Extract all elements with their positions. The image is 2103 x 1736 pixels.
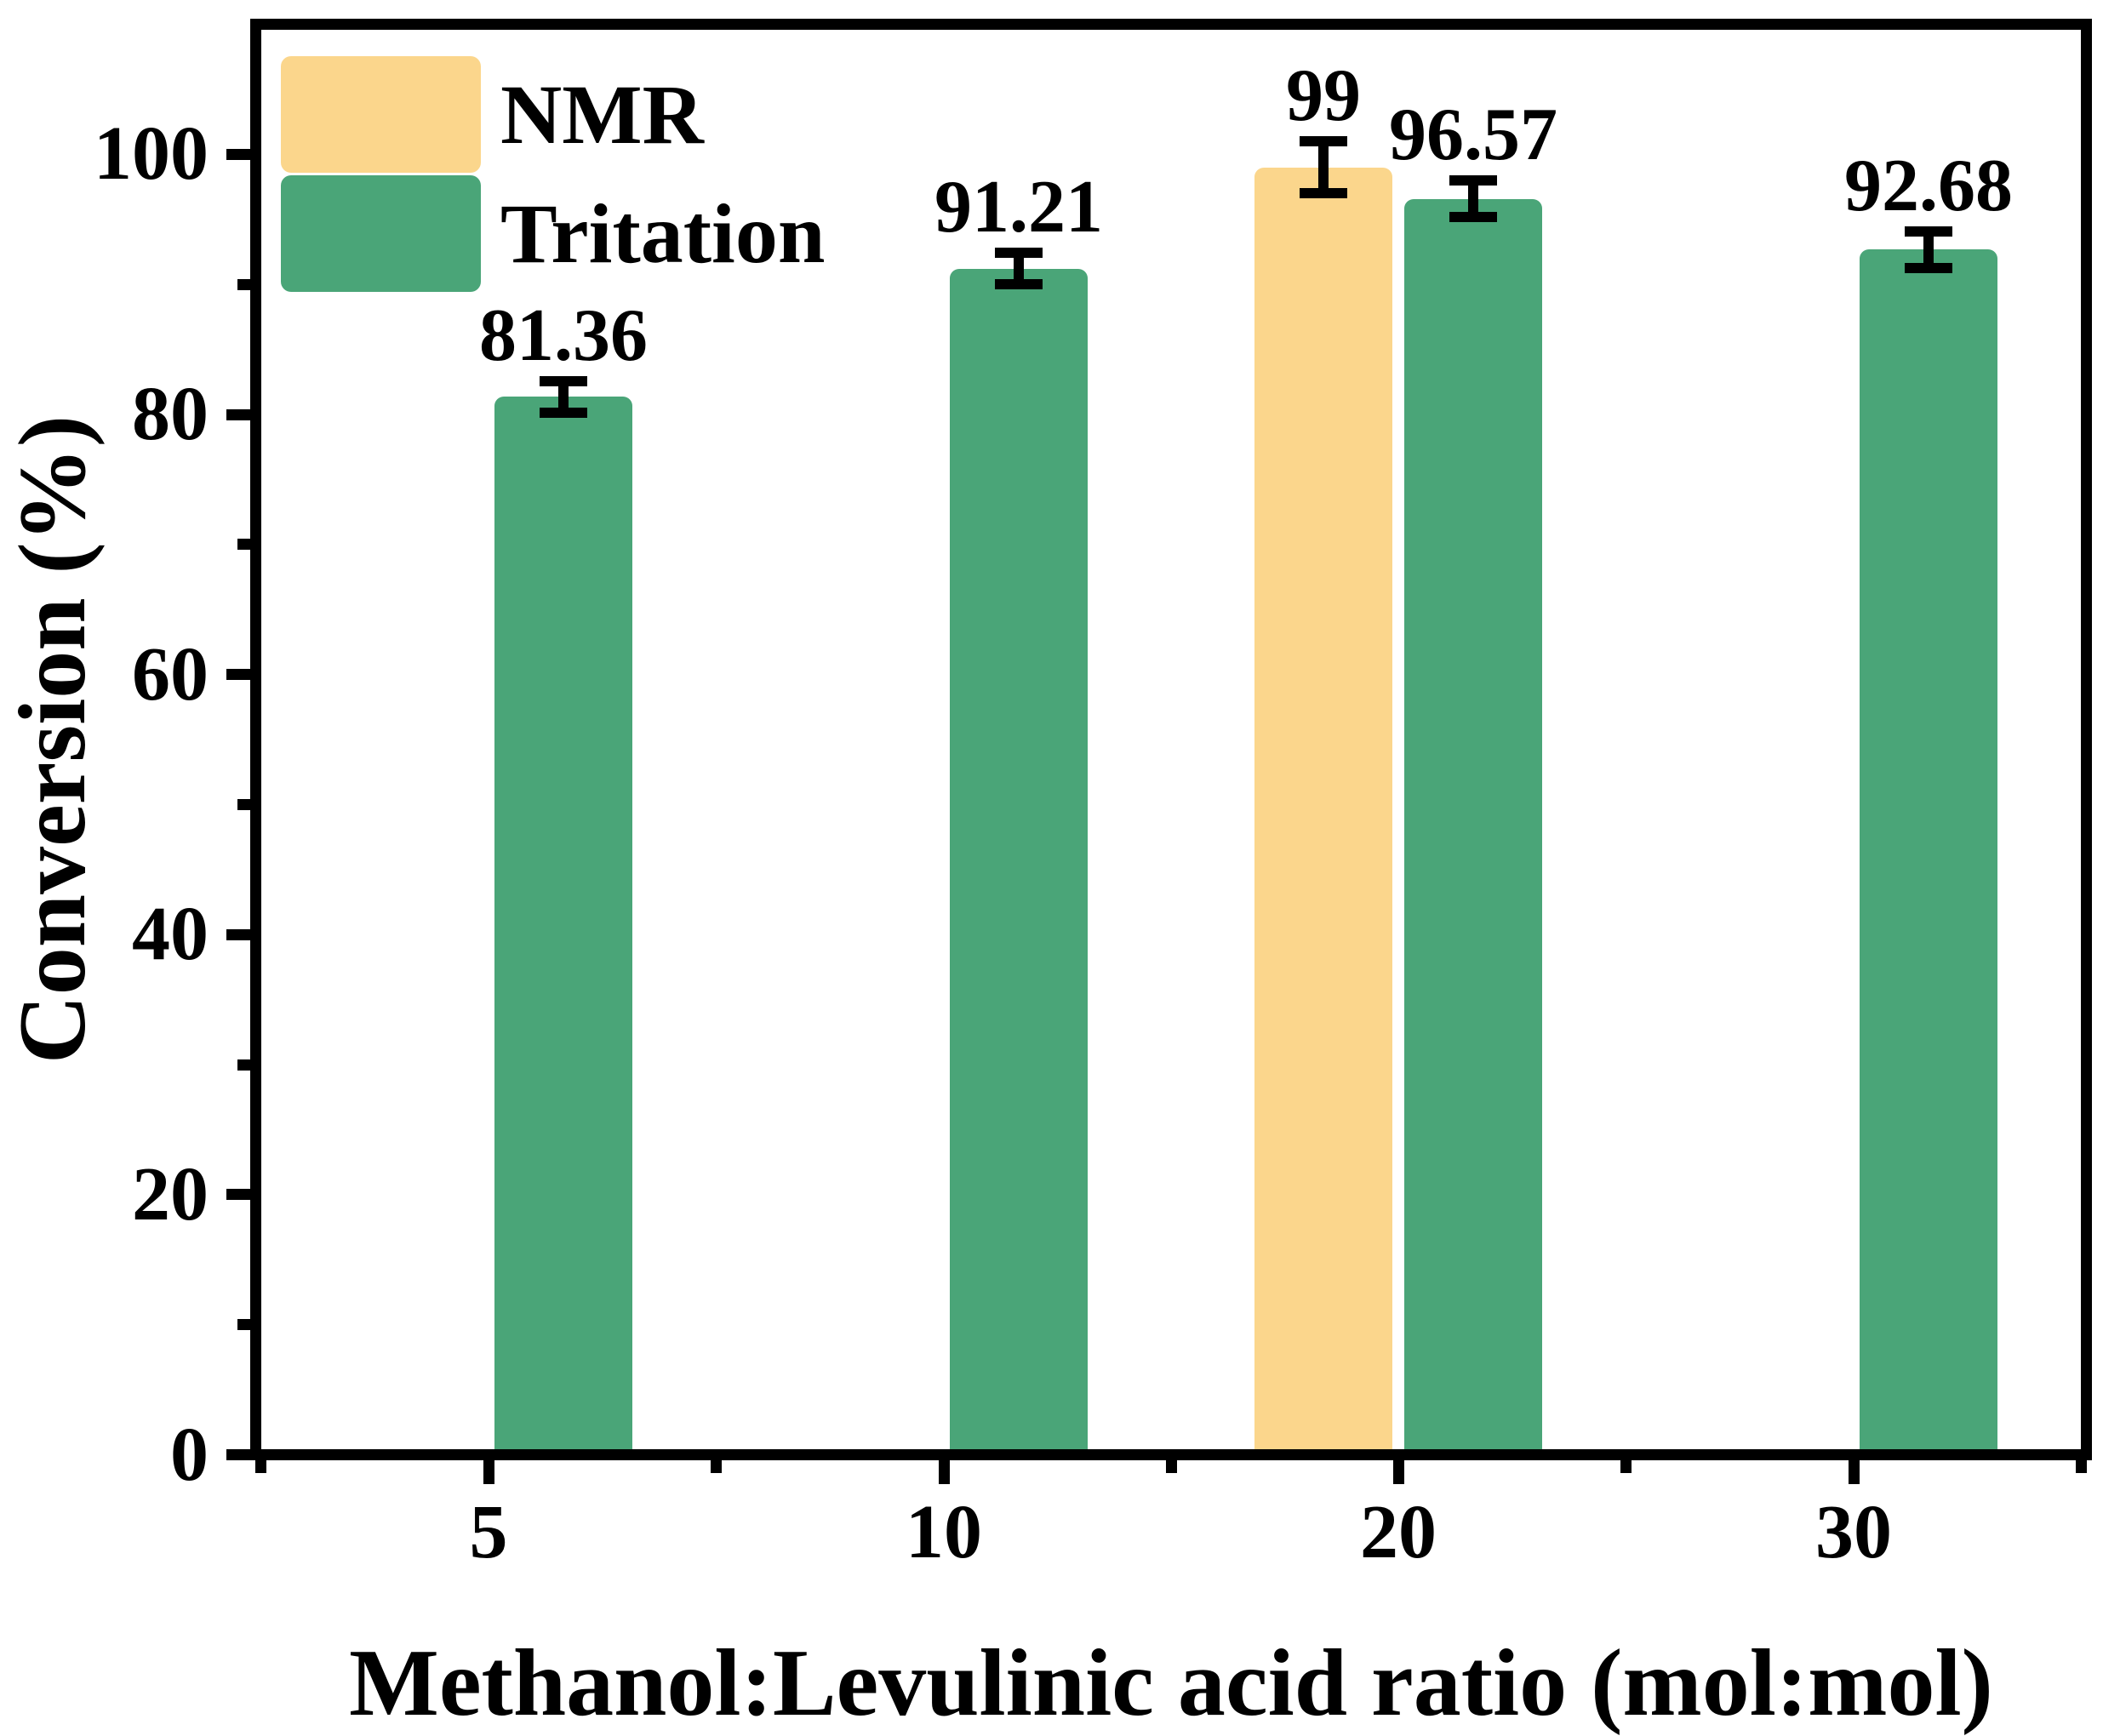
legend-swatch-tritation [281, 175, 481, 292]
error-bar-line-tritation-10 [1014, 253, 1024, 285]
legend-swatch-nmr [281, 56, 481, 173]
y-minor-tick-30 [237, 1059, 254, 1071]
y-tick-label-60: 60 [132, 631, 209, 717]
y-tick-label-0: 0 [170, 1412, 209, 1497]
error-bar-line-nmr-20 [1318, 141, 1329, 194]
y-tick-80 [226, 408, 254, 420]
y-minor-tick-50 [237, 798, 254, 810]
bar-nmr-20 [1254, 167, 1392, 1449]
x-tick-5 [483, 1457, 494, 1484]
x-tick-label-5: 5 [469, 1490, 508, 1574]
bar-tritation-20 [1404, 198, 1542, 1449]
legend-label-tritation: Tritation [500, 186, 826, 281]
y-tick-20 [226, 1189, 254, 1201]
y-tick-label-40: 40 [132, 892, 209, 977]
y-tick-label-20: 20 [132, 1151, 209, 1236]
x-tick-20 [1392, 1457, 1404, 1484]
value-label-tritation-10: 91.21 [934, 166, 1103, 249]
bar-tritation-5 [494, 397, 632, 1449]
bar-tritation-10 [950, 268, 1088, 1449]
error-bar-cap-top-tritation-20 [1449, 175, 1497, 186]
y-tick-0 [226, 1449, 254, 1460]
y-tick-40 [226, 928, 254, 940]
y-tick-60 [226, 669, 254, 681]
x-minor-tick-4 [2075, 1457, 2087, 1473]
error-bar-line-tritation-20 [1468, 180, 1478, 218]
error-bar-cap-top-tritation-10 [995, 248, 1043, 259]
y-minor-tick-70 [237, 539, 254, 551]
error-bar-cap-bottom-tritation-10 [995, 279, 1043, 290]
x-axis-title: Methanol:Levulinic acid ratio (mol:mol) [349, 1630, 1993, 1736]
y-tick-100 [226, 148, 254, 160]
x-tick-label-30: 30 [1815, 1490, 1892, 1574]
x-tick-label-20: 20 [1360, 1490, 1437, 1574]
y-axis-title: Conversion (%) [0, 414, 106, 1065]
x-tick-30 [1848, 1457, 1860, 1484]
y-minor-tick-90 [237, 278, 254, 290]
error-bar-cap-bottom-tritation-5 [540, 407, 587, 418]
y-tick-label-100: 100 [94, 111, 209, 197]
error-bar-cap-top-tritation-30 [1905, 226, 1952, 237]
y-minor-tick-10 [237, 1319, 254, 1331]
y-tick-label-80: 80 [132, 372, 209, 457]
legend-label-nmr: NMR [500, 67, 704, 162]
x-tick-label-10: 10 [906, 1490, 982, 1574]
value-label-nmr-20: 99 [1286, 54, 1361, 138]
error-bar-line-tritation-5 [558, 380, 569, 413]
error-bar-line-tritation-30 [1923, 231, 1934, 268]
error-bar-cap-top-tritation-5 [540, 375, 587, 386]
error-bar-cap-top-nmr-20 [1300, 136, 1347, 147]
x-tick-10 [938, 1457, 950, 1484]
x-minor-tick-1 [711, 1457, 722, 1473]
x-minor-tick-0 [255, 1457, 267, 1473]
bar-tritation-30 [1860, 249, 1997, 1449]
value-label-tritation-30: 92.68 [1844, 144, 2013, 227]
error-bar-cap-bottom-nmr-20 [1300, 188, 1347, 199]
x-minor-tick-3 [1620, 1457, 1632, 1473]
value-label-tritation-20: 96.57 [1389, 94, 1557, 177]
x-minor-tick-2 [1165, 1457, 1177, 1473]
error-bar-cap-bottom-tritation-20 [1449, 212, 1497, 223]
value-label-tritation-5: 81.36 [479, 294, 648, 377]
error-bar-cap-bottom-tritation-30 [1905, 262, 1952, 273]
